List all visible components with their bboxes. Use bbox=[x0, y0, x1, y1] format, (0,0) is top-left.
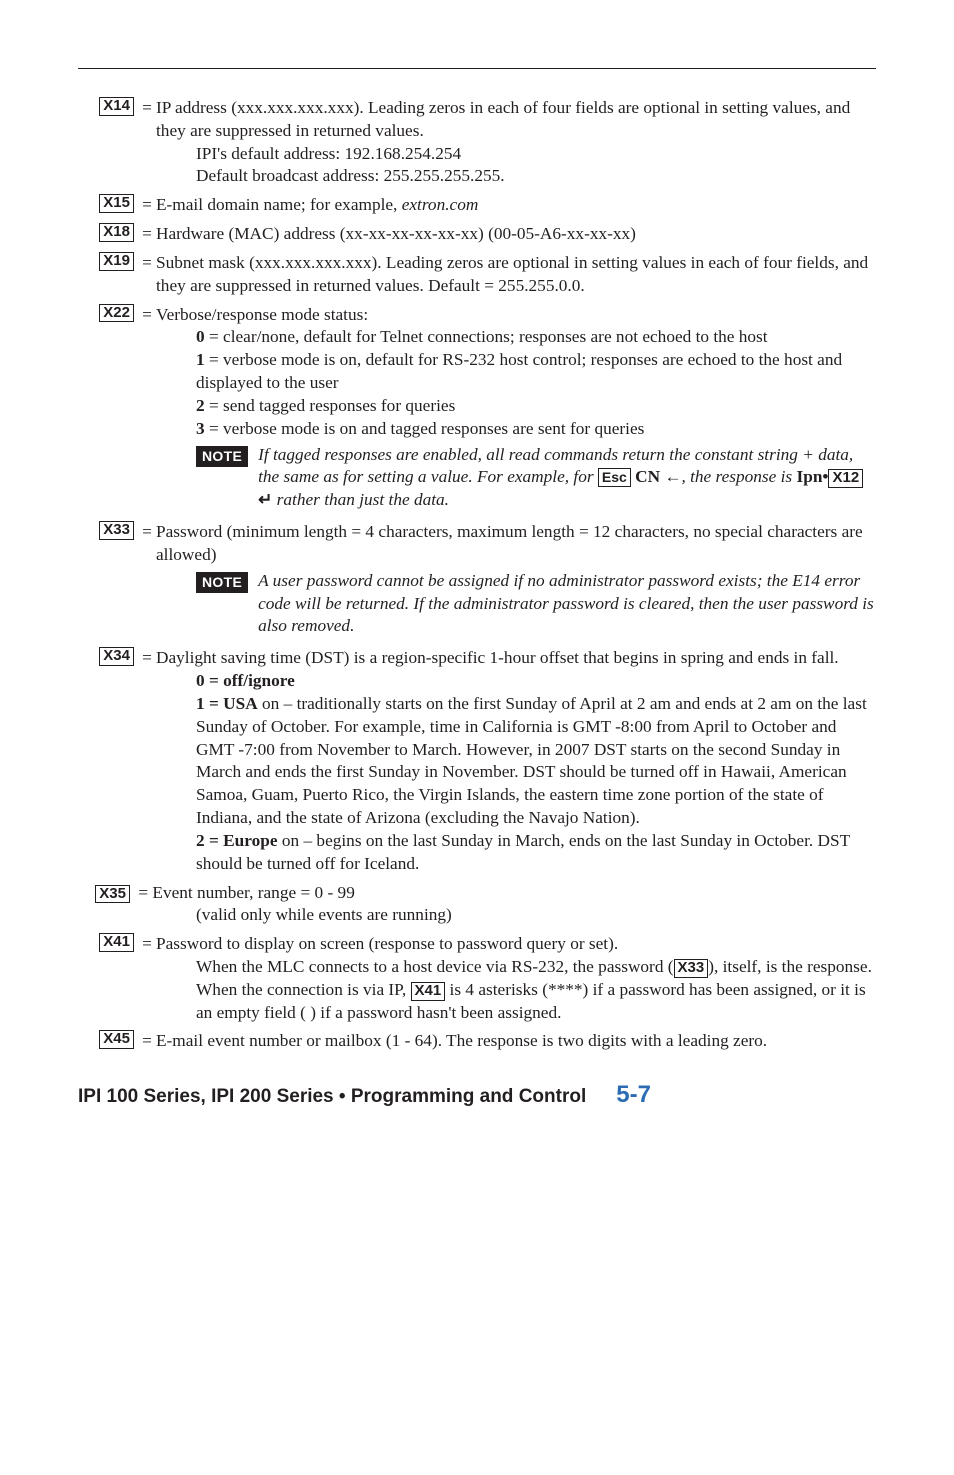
key-x45: X45 bbox=[99, 1030, 134, 1049]
body-x14: IP address (xxx.xxx.xxx.xxx). Leading ze… bbox=[156, 97, 876, 188]
note-x33: NOTE A user password cannot be assigned … bbox=[196, 570, 876, 638]
key-x33-inline: X33 bbox=[674, 959, 709, 978]
entry-x14: X14 = IP address (xxx.xxx.xxx.xxx). Lead… bbox=[78, 97, 876, 188]
x45-text: E-mail event number or mailbox (1 - 64).… bbox=[156, 1030, 876, 1053]
x15-ital: extron.com bbox=[402, 195, 479, 214]
entry-x41: X41 = Password to display on screen (res… bbox=[78, 933, 876, 1024]
key-x15: X15 bbox=[99, 194, 134, 213]
x41-lead: Password to display on screen (response … bbox=[156, 934, 618, 953]
entry-x35: X35 = Event number, range = 0 - 99 (vali… bbox=[78, 882, 876, 928]
x14-lead: IP address (xxx.xxx.xxx.xxx). Leading ze… bbox=[156, 98, 850, 140]
x14-l3: Default broadcast address: 255.255.255.2… bbox=[196, 166, 505, 185]
x35-l1: = Event number, range = 0 - 99 bbox=[134, 883, 355, 902]
footer-title: IPI 100 Series, IPI 200 Series • Program… bbox=[78, 1086, 586, 1108]
header-rule bbox=[78, 68, 876, 69]
key-x41-inline: X41 bbox=[411, 982, 446, 1001]
key-x14: X14 bbox=[99, 97, 134, 116]
arrow-left-icon: ← bbox=[664, 467, 681, 486]
x22-lead: Verbose/response mode status: bbox=[156, 305, 368, 324]
x35-l2: (valid only while events are running) bbox=[196, 905, 452, 924]
entry-x18: X18 = Hardware (MAC) address (xx-xx-xx-x… bbox=[78, 223, 876, 246]
key-x12: X12 bbox=[828, 469, 863, 488]
x18-text: Hardware (MAC) address (xx-xx-xx-xx-xx-x… bbox=[156, 223, 876, 246]
key-x19: X19 bbox=[99, 252, 134, 271]
footer-page: 5-7 bbox=[616, 1081, 651, 1109]
x14-l2: IPI's default address: 192.168.254.254 bbox=[196, 144, 461, 163]
x15-text: E-mail domain name; for example, bbox=[156, 195, 402, 214]
eq: = bbox=[138, 97, 156, 120]
key-x41: X41 bbox=[99, 933, 134, 952]
esc-key: Esc bbox=[598, 468, 631, 486]
entry-x34: X34 = Daylight saving time (DST) is a re… bbox=[78, 647, 876, 875]
note-x22: NOTE If tagged responses are enabled, al… bbox=[196, 444, 876, 512]
entry-x22: X22 = Verbose/response mode status: 0 = … bbox=[78, 304, 876, 515]
entry-x19: X19 = Subnet mask (xxx.xxx.xxx.xxx). Lea… bbox=[78, 252, 876, 298]
x19-text: Subnet mask (xxx.xxx.xxx.xxx). Leading z… bbox=[156, 252, 876, 298]
page: X14 = IP address (xxx.xxx.xxx.xxx). Lead… bbox=[0, 0, 954, 1149]
entry-x15: X15 = E-mail domain name; for example, e… bbox=[78, 194, 876, 217]
key-x34: X34 bbox=[99, 647, 134, 666]
key-x22: X22 bbox=[99, 304, 134, 323]
entry-x45: X45 = E-mail event number or mailbox (1 … bbox=[78, 1030, 876, 1053]
footer: IPI 100 Series, IPI 200 Series • Program… bbox=[78, 1081, 876, 1109]
key-x33: X33 bbox=[99, 521, 134, 540]
x34-lead: Daylight saving time (DST) is a region-s… bbox=[156, 648, 839, 667]
note-badge: NOTE bbox=[196, 446, 248, 467]
key-x35: X35 bbox=[95, 885, 130, 904]
entry-x33: X33 = Password (minimum length = 4 chara… bbox=[78, 521, 876, 641]
key-x18: X18 bbox=[99, 223, 134, 242]
x33-text: Password (minimum length = 4 characters,… bbox=[156, 522, 863, 564]
return-icon: ↵ bbox=[258, 490, 272, 509]
